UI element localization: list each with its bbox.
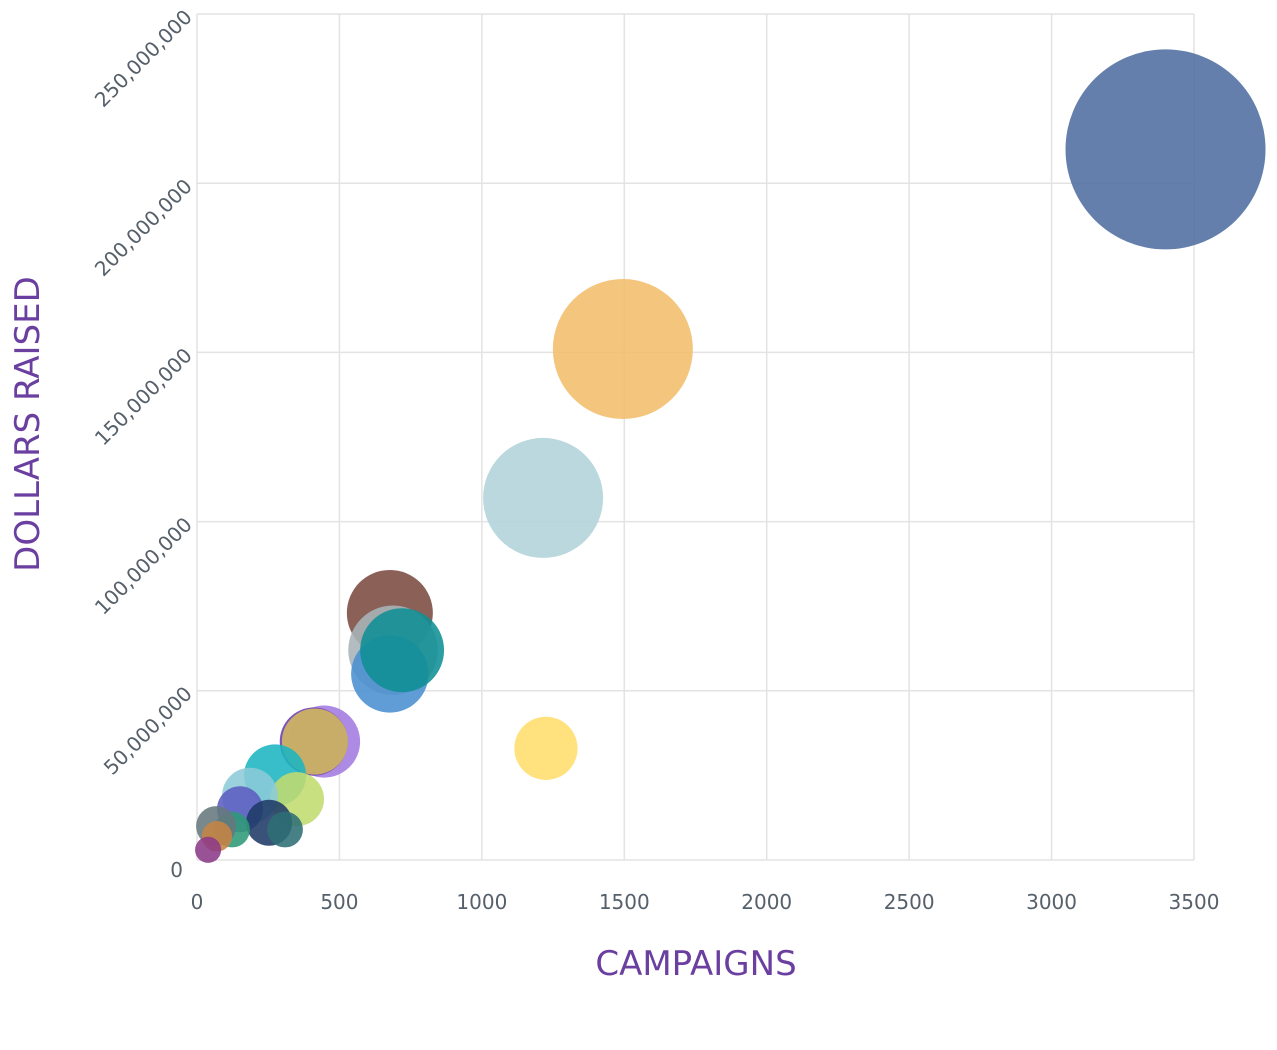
y-axis-title: DOLLARS RAISED (8, 276, 48, 572)
bubble[interactable] (514, 716, 578, 780)
y-axis-ticks: 0 50,000,000 100,000,000 150,000,000 200,000… (90, 5, 197, 882)
grid (196, 13, 1195, 861)
bubble[interactable] (195, 836, 222, 863)
y-tick-label: 50,000,000 (99, 682, 197, 780)
x-tick-label: 3500 (1169, 890, 1220, 914)
bubble[interactable] (483, 437, 604, 558)
x-tick-label: 2500 (884, 890, 935, 914)
x-tick-label: 2000 (741, 890, 792, 914)
x-axis-title: CAMPAIGNS (595, 944, 796, 984)
x-tick-label: 3000 (1026, 890, 1077, 914)
x-axis-ticks: 0 500 1000 1500 2000 2500 3000 3500 (191, 890, 1220, 914)
x-tick-label: 1500 (599, 890, 650, 914)
bubble[interactable] (552, 279, 693, 420)
bubble[interactable] (1065, 49, 1266, 250)
y-tick-label: 100,000,000 (90, 512, 197, 619)
bubble[interactable] (360, 608, 445, 693)
bubbles (195, 49, 1266, 863)
y-tick-label: 200,000,000 (90, 174, 197, 281)
x-tick-label: 1000 (456, 890, 507, 914)
y-tick-label: 150,000,000 (90, 343, 197, 450)
x-tick-label: 0 (191, 890, 204, 914)
y-tick-label: 250,000,000 (90, 5, 197, 112)
y-tick-label: 0 (170, 858, 183, 882)
x-tick-label: 500 (320, 890, 358, 914)
bubble[interactable] (267, 811, 303, 848)
